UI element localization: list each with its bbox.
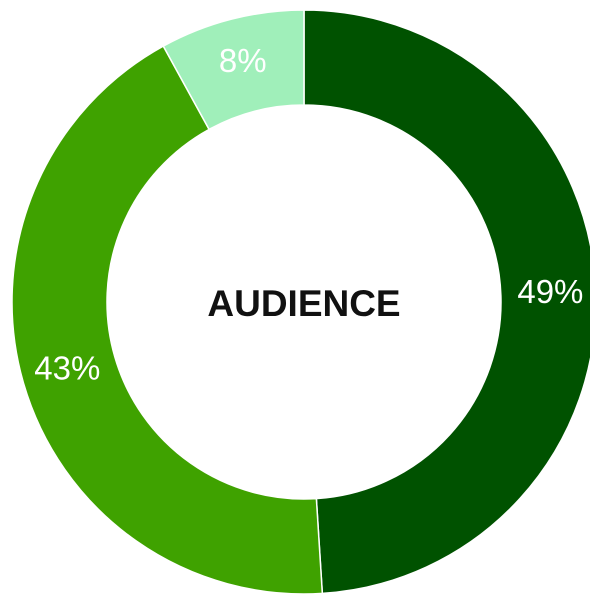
donut-slice-labels: 49% 43% 8% xyxy=(34,42,583,387)
donut-slice-label-2: 8% xyxy=(219,42,267,79)
donut-slice-label-0: 49% xyxy=(517,273,583,310)
donut-slice-1 xyxy=(11,45,324,595)
donut-slices xyxy=(11,9,590,595)
donut-slice-0 xyxy=(303,9,590,595)
donut-slice-2 xyxy=(162,9,305,131)
donut-slice-label-1: 43% xyxy=(34,349,100,386)
chart-center-label: AUDIENCE xyxy=(207,283,400,324)
